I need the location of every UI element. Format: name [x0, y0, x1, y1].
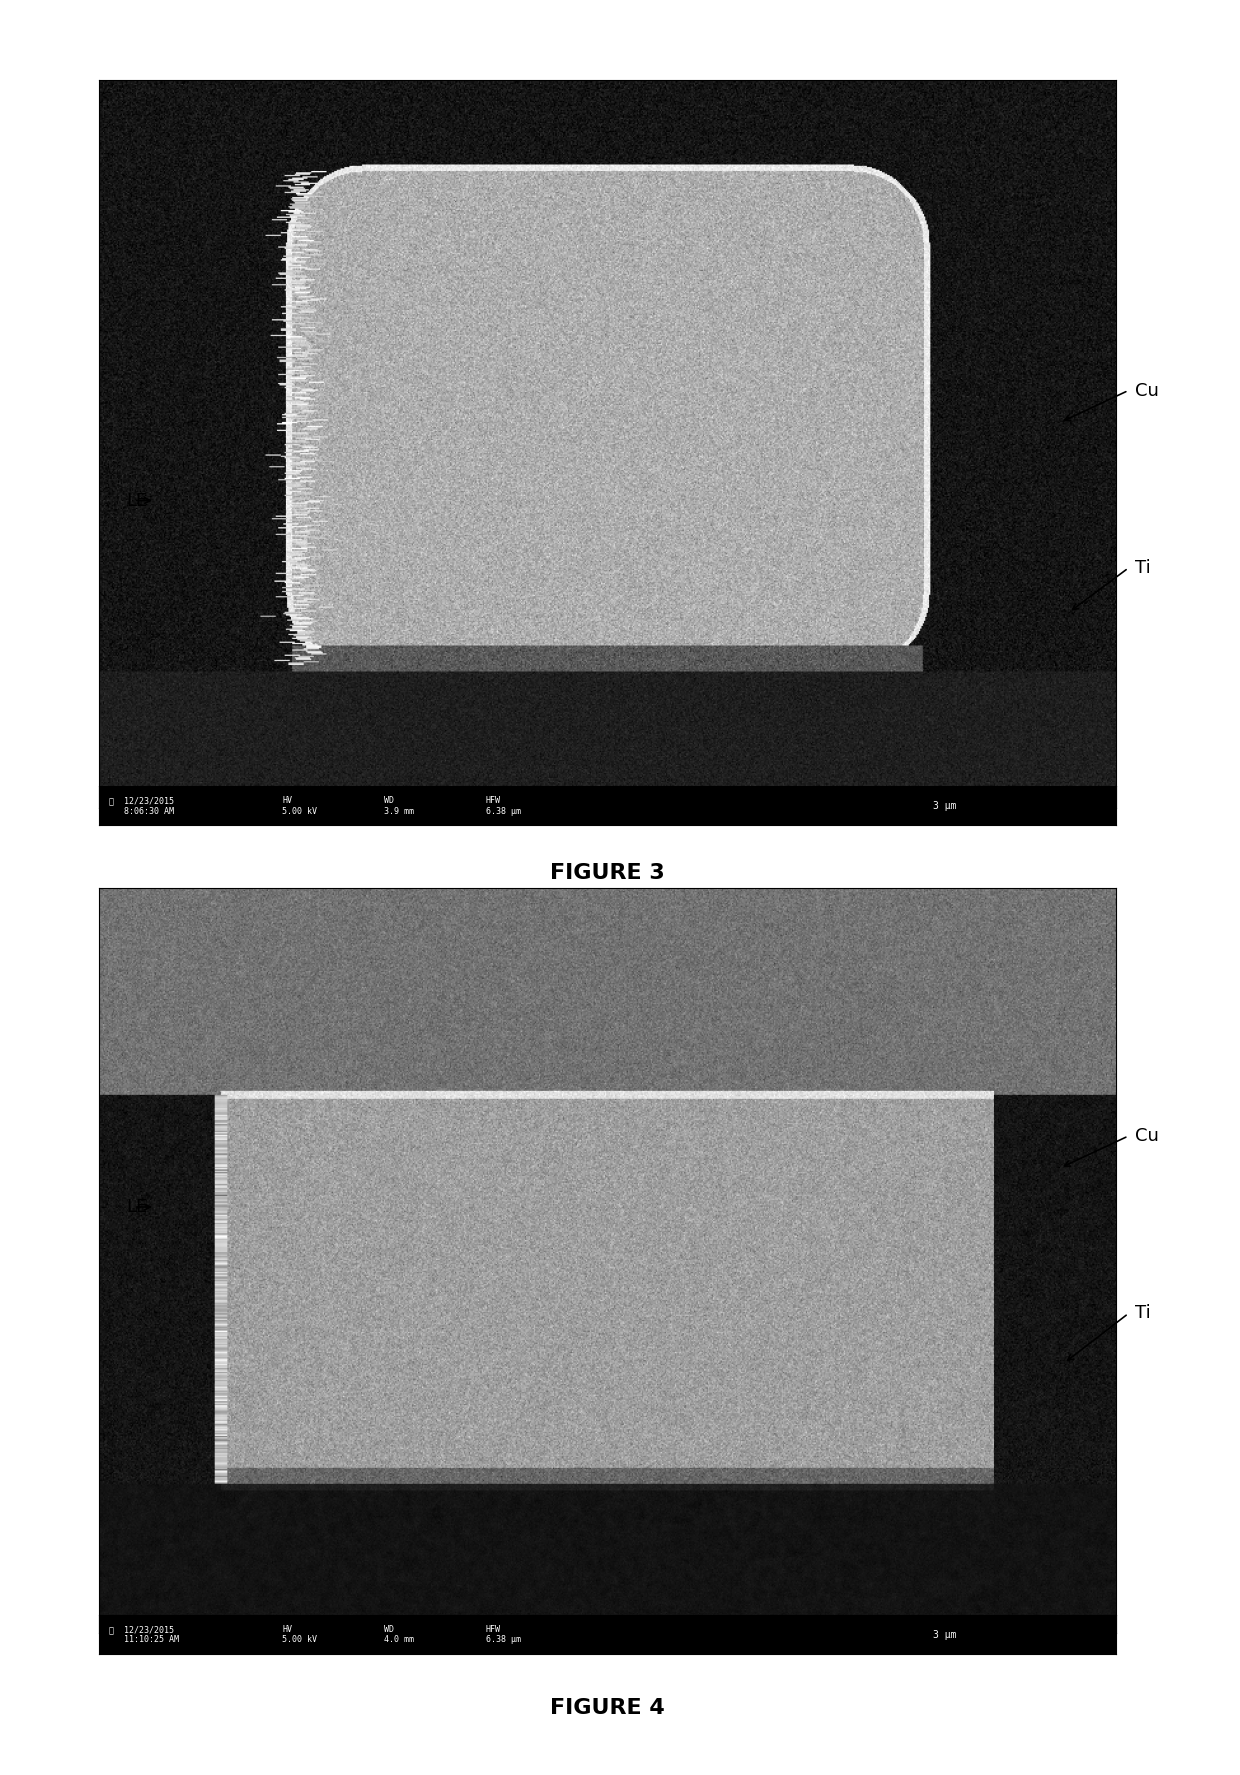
- Text: 3 μm: 3 μm: [932, 1629, 956, 1640]
- Text: HV
5.00 kV: HV 5.00 kV: [283, 1626, 317, 1644]
- Text: WD
3.9 mm: WD 3.9 mm: [384, 797, 414, 815]
- Text: Cu: Cu: [1135, 1127, 1158, 1145]
- Text: WD
4.0 mm: WD 4.0 mm: [384, 1626, 414, 1644]
- Text: FIGURE 4: FIGURE 4: [551, 1697, 665, 1718]
- Text: LE: LE: [126, 492, 148, 509]
- Text: HFW
6.38 μm: HFW 6.38 μm: [486, 1626, 521, 1644]
- Text: 3 μm: 3 μm: [932, 801, 956, 811]
- Text: FIGURE 3: FIGURE 3: [551, 863, 665, 884]
- Text: Ti: Ti: [1135, 1305, 1151, 1322]
- Text: HV
5.00 kV: HV 5.00 kV: [283, 797, 317, 815]
- Text: Cu: Cu: [1135, 382, 1158, 399]
- Text: ⬡  12/23/2015
   11:10:25 AM: ⬡ 12/23/2015 11:10:25 AM: [109, 1626, 180, 1644]
- Text: ⬡  12/23/2015
   8:06:30 AM: ⬡ 12/23/2015 8:06:30 AM: [109, 797, 175, 815]
- Text: Ti: Ti: [1135, 559, 1151, 577]
- Text: LE: LE: [126, 1198, 148, 1216]
- Text: HFW
6.38 μm: HFW 6.38 μm: [486, 797, 521, 815]
